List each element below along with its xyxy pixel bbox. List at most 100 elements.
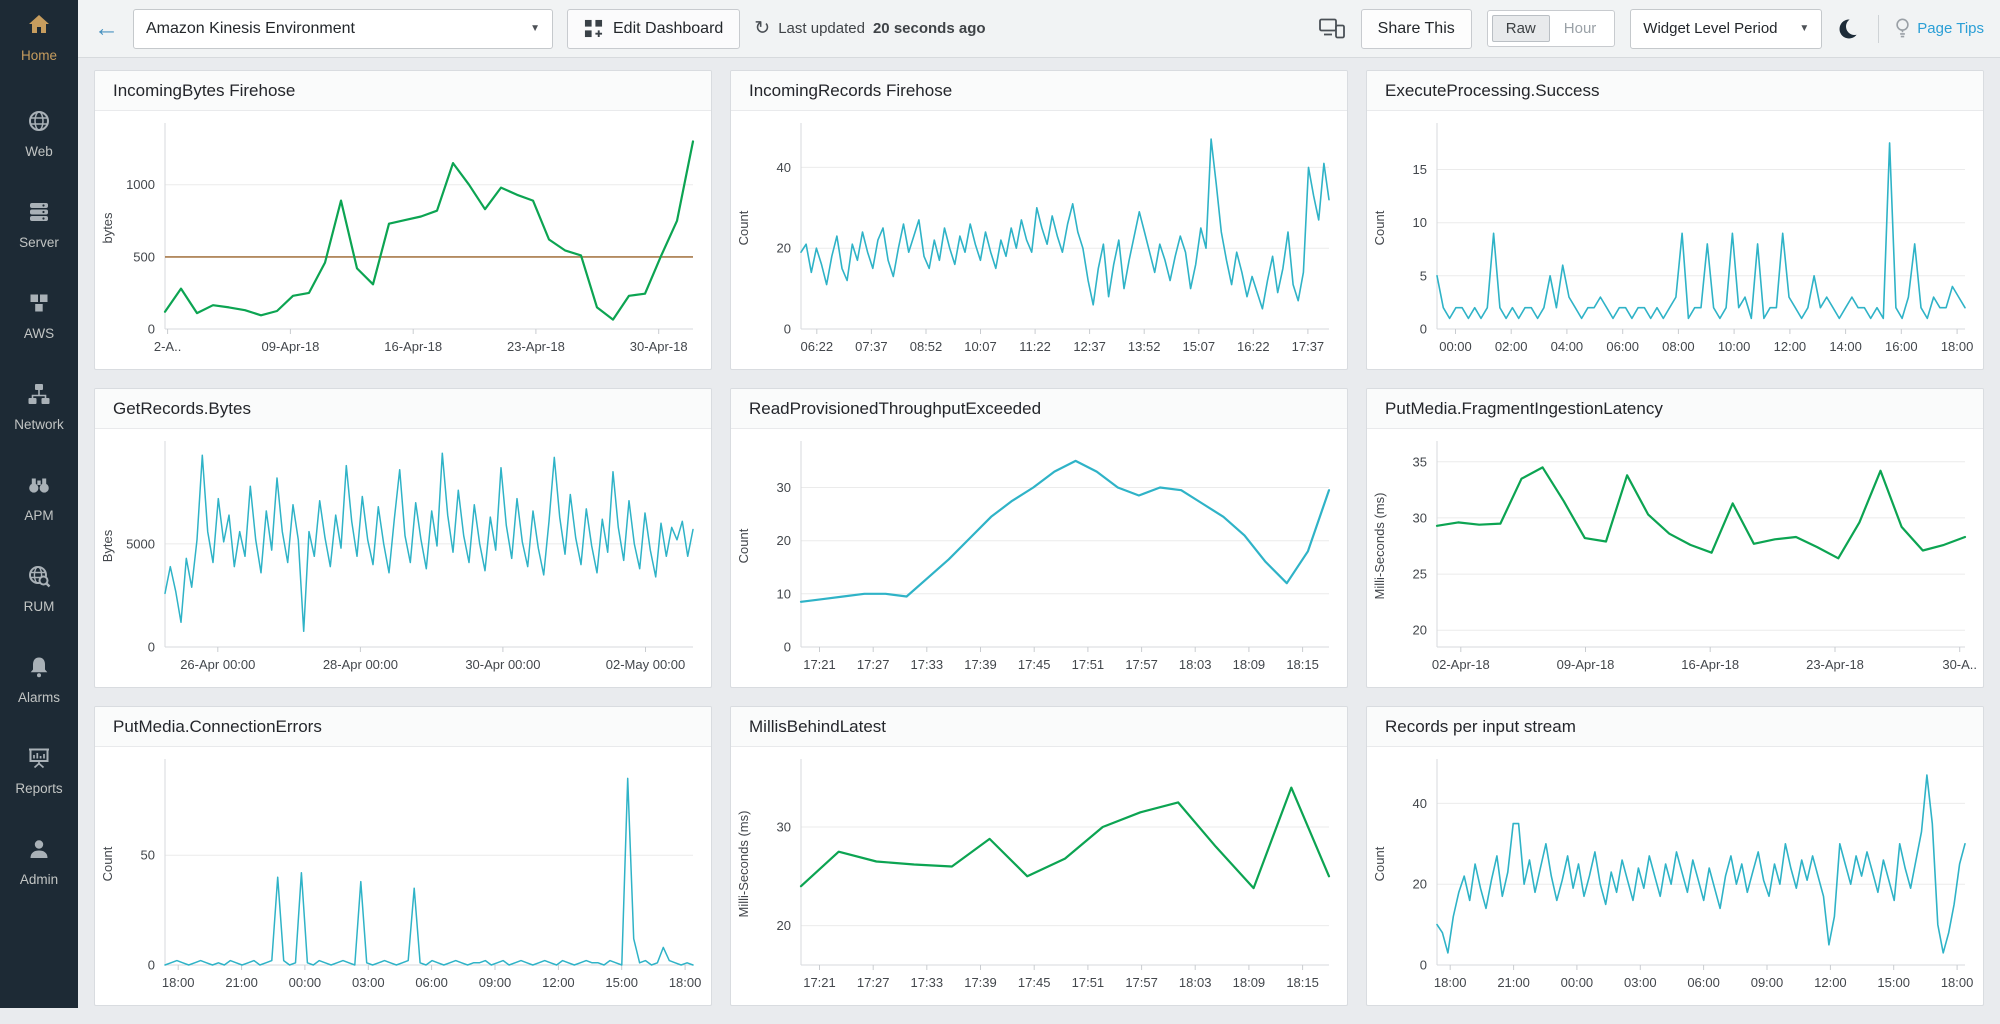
chart-canvas[interactable]: 0 5000 26-Apr 00:00 28-Apr 00:00 30-Apr 00:0…	[95, 429, 711, 687]
environment-select-value: Amazon Kinesis Environment	[146, 19, 355, 37]
sidebar-item-admin[interactable]: Admin	[0, 820, 78, 911]
sidebar-item-home[interactable]: Home	[0, 8, 78, 92]
chart-canvas[interactable]: 20 25 30 35 02-Apr-18 09-Apr-18 16-Apr-18 23-Ap…	[1367, 429, 1983, 687]
chart-card-header: MillisBehindLatest	[731, 707, 1347, 747]
last-updated: ↻ Last updated 20 seconds ago	[754, 19, 985, 38]
sidebar-item-alarms[interactable]: Alarms	[0, 638, 78, 729]
chart-canvas[interactable]: 0 20 40 06:22 07:37 08:52 10:07 11:22 12:37 13:52…	[731, 111, 1347, 369]
admin-icon	[26, 836, 52, 867]
edit-dashboard-button[interactable]: Edit Dashboard	[567, 8, 741, 49]
svg-text:30-A..: 30-A..	[1942, 657, 1977, 672]
dashboard-grid: IncomingBytes Firehose 0 500 1000 2-A.. 09-A…	[78, 58, 2000, 1008]
svg-text:18:00: 18:00	[1941, 339, 1974, 354]
chart-card-header: IncomingBytes Firehose	[95, 71, 711, 111]
chart-card-header: PutMedia.ConnectionErrors	[95, 707, 711, 747]
svg-text:15:00: 15:00	[605, 975, 638, 990]
svg-text:17:57: 17:57	[1125, 975, 1158, 990]
svg-text:50: 50	[141, 848, 155, 863]
last-updated-value: 20 seconds ago	[872, 20, 986, 37]
svg-text:02-Apr-18: 02-Apr-18	[1432, 657, 1490, 672]
environment-select[interactable]: Amazon Kinesis Environment ▼	[133, 8, 553, 49]
sidebar-item-aws[interactable]: AWS	[0, 274, 78, 365]
chart-card-incomingrecords-firehose: IncomingRecords Firehose 0 20 40 06:22 07:37…	[730, 70, 1348, 370]
svg-text:18:15: 18:15	[1286, 975, 1319, 990]
svg-text:30: 30	[777, 820, 791, 835]
sidebar-item-label: Alarms	[17, 690, 60, 705]
apm-icon	[26, 472, 52, 503]
devices-icon[interactable]	[1318, 18, 1346, 39]
share-this-button[interactable]: Share This	[1360, 8, 1472, 49]
sidebar-item-network[interactable]: Network	[0, 365, 78, 456]
svg-text:13:52: 13:52	[1128, 339, 1161, 354]
refresh-icon[interactable]: ↻	[754, 18, 771, 39]
rum-icon	[26, 563, 52, 594]
svg-text:25: 25	[1413, 567, 1427, 582]
chart-title: Records per input stream	[1385, 716, 1576, 736]
svg-text:06:22: 06:22	[801, 339, 834, 354]
alarms-icon	[26, 654, 52, 685]
svg-text:03:00: 03:00	[352, 975, 385, 990]
aws-icon	[26, 290, 52, 321]
chart-canvas[interactable]: 20 30 17:21 17:27 17:33 17:39 17:45 17:51 17:57 1…	[731, 747, 1347, 1005]
svg-text:10:00: 10:00	[1718, 339, 1751, 354]
svg-text:20: 20	[777, 533, 791, 548]
svg-text:17:21: 17:21	[803, 975, 836, 990]
share-this-label: Share This	[1377, 19, 1455, 37]
svg-text:15: 15	[1413, 162, 1427, 177]
chart-card-getrecords-bytes: GetRecords.Bytes 0 5000 26-Apr 00:00 28-Apr…	[94, 388, 712, 688]
page-tips-link[interactable]: Page Tips	[1894, 17, 1984, 40]
svg-text:5: 5	[1420, 268, 1427, 283]
sidebar-item-label: Server	[19, 235, 59, 250]
sidebar: Home Web Server AWS Network	[0, 0, 78, 1008]
widget-level-period-select[interactable]: Widget Level Period ▼	[1630, 8, 1823, 49]
svg-text:23-Apr-18: 23-Apr-18	[507, 339, 565, 354]
svg-text:18:09: 18:09	[1233, 975, 1266, 990]
sidebar-item-label: RUM	[23, 599, 55, 614]
sidebar-item-label: Home	[20, 48, 57, 63]
granularity-hour-option[interactable]: Hour	[1563, 20, 1597, 37]
sidebar-item-web[interactable]: Web	[0, 92, 78, 183]
chevron-down-icon: ▼	[1799, 23, 1810, 34]
svg-text:Count: Count	[736, 210, 751, 245]
chart-title: ExecuteProcessing.Success	[1385, 80, 1600, 100]
last-updated-prefix: Last updated	[778, 20, 865, 37]
topbar: ← Amazon Kinesis Environment ▼ Edit Dash…	[78, 0, 2000, 58]
chart-canvas[interactable]: 0 5 10 15 00:00 02:00 04:00 06:00 08:00 10:00 12:0…	[1367, 111, 1983, 369]
network-icon	[26, 381, 52, 412]
svg-text:12:37: 12:37	[1073, 339, 1106, 354]
sidebar-item-apm[interactable]: APM	[0, 456, 78, 547]
svg-text:17:37: 17:37	[1292, 339, 1325, 354]
page-tips-label: Page Tips	[1917, 20, 1984, 37]
svg-text:23-Apr-18: 23-Apr-18	[1806, 657, 1864, 672]
svg-text:30: 30	[777, 480, 791, 495]
sidebar-item-server[interactable]: Server	[0, 183, 78, 274]
chart-canvas[interactable]: 0 10 20 30 17:21 17:27 17:33 17:39 17:45 17:51 17:…	[731, 429, 1347, 687]
svg-text:16-Apr-18: 16-Apr-18	[384, 339, 442, 354]
sidebar-item-reports[interactable]: Reports	[0, 729, 78, 820]
svg-text:Count: Count	[1372, 846, 1387, 881]
svg-text:09:00: 09:00	[479, 975, 512, 990]
svg-text:Bytes: Bytes	[100, 529, 115, 562]
svg-text:00:00: 00:00	[1561, 975, 1594, 990]
chart-title: PutMedia.FragmentIngestionLatency	[1385, 398, 1663, 418]
chart-card-putmedia-connectionerrors: PutMedia.ConnectionErrors 0 50 18:00 21:00 0…	[94, 706, 712, 1006]
svg-text:0: 0	[784, 640, 791, 655]
sidebar-item-rum[interactable]: RUM	[0, 547, 78, 638]
svg-text:02:00: 02:00	[1495, 339, 1528, 354]
svg-text:Count: Count	[100, 846, 115, 881]
home-icon	[26, 12, 52, 43]
granularity-raw-option[interactable]: Raw	[1491, 15, 1550, 42]
back-arrow-icon[interactable]: ←	[94, 14, 119, 42]
svg-text:21:00: 21:00	[225, 975, 258, 990]
chart-canvas[interactable]: 0 20 40 18:00 21:00 00:00 03:00 06:00 09:00 12:00…	[1367, 747, 1983, 1005]
dark-mode-moon-icon[interactable]	[1837, 16, 1864, 42]
svg-text:18:00: 18:00	[162, 975, 195, 990]
chart-canvas[interactable]: 0 50 18:00 21:00 00:00 03:00 06:00 09:00 12:00 15…	[95, 747, 711, 1005]
chart-canvas[interactable]: 0 500 1000 2-A.. 09-Apr-18 16-Apr-18 23-Apr-18…	[95, 111, 711, 369]
topbar-divider	[1878, 14, 1880, 43]
chart-card-header: PutMedia.FragmentIngestionLatency	[1367, 389, 1983, 429]
lightbulb-icon	[1894, 17, 1911, 40]
svg-text:20: 20	[1413, 623, 1427, 638]
svg-text:0: 0	[148, 958, 155, 973]
svg-text:07:37: 07:37	[855, 339, 888, 354]
